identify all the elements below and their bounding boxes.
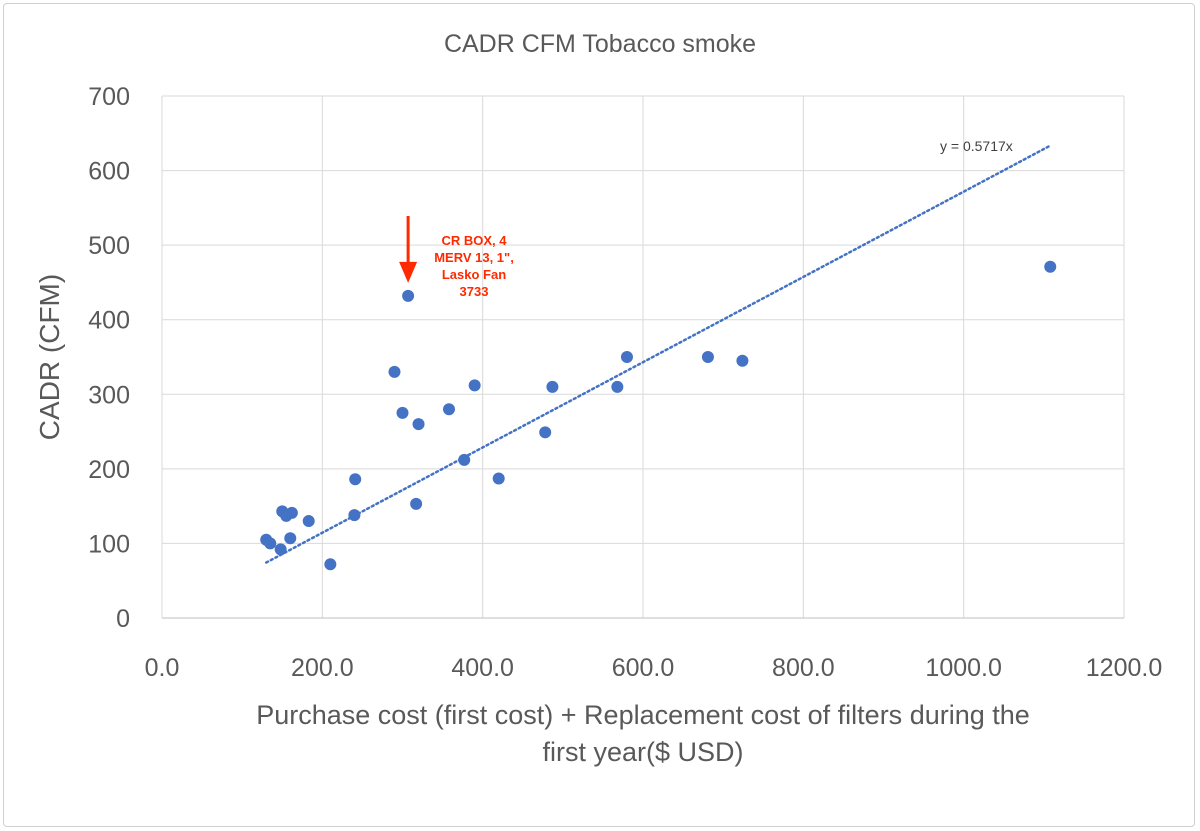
trendline — [264, 144, 1052, 564]
x-tick-label: 0.0 — [145, 654, 180, 682]
annotation-group — [399, 216, 418, 283]
y-tick-label: 300 — [88, 381, 130, 409]
y-tick-label: 500 — [88, 232, 130, 260]
y-tick-label: 0 — [116, 605, 130, 633]
x-tick-label: 800.0 — [772, 654, 835, 682]
data-point — [324, 558, 337, 571]
data-point — [396, 406, 409, 419]
y-tick-label: 700 — [88, 83, 130, 111]
data-point — [284, 532, 297, 545]
data-point — [285, 506, 298, 519]
annotation-line-1: CR BOX, 4 — [441, 233, 507, 248]
data-point — [1044, 260, 1057, 273]
y-tick-label: 600 — [88, 158, 130, 186]
annotation-line-3: Lasko Fan — [442, 267, 506, 282]
data-point — [274, 543, 287, 556]
data-point — [701, 351, 714, 363]
annotation-line-2: MERV 13, 1", — [434, 250, 514, 265]
y-tick-label: 200 — [88, 456, 130, 484]
data-point — [388, 365, 401, 378]
x-tick-label: 1200.0 — [1086, 654, 1162, 682]
data-point — [468, 379, 481, 392]
data-point — [302, 515, 315, 528]
gridlines — [162, 95, 1125, 618]
trendline-equation: y = 0.5717x — [940, 138, 1013, 154]
annotation-line-4: 3733 — [460, 284, 489, 299]
data-point — [264, 537, 277, 550]
data-point — [410, 497, 423, 510]
data-point — [546, 380, 559, 393]
data-point — [348, 509, 361, 522]
tick-labels: 0.0 200.0 400.0 600.0 800.0 1000.0 1200.0 0 100 2… — [88, 83, 1162, 682]
annotation-arrow-head — [399, 261, 418, 283]
chart-title: CADR CFM Tobacco smoke — [444, 30, 756, 58]
data-point — [539, 426, 552, 439]
x-tick-label: 600.0 — [612, 654, 675, 682]
x-tick-label: 1000.0 — [925, 654, 1001, 682]
x-axis-label-line-1: Purchase cost (first cost) + Replacement… — [256, 700, 1030, 730]
data-point — [402, 289, 415, 302]
x-tick-label: 400.0 — [451, 654, 514, 682]
data-point — [620, 351, 633, 363]
data-points — [260, 260, 1057, 571]
chart-frame — [3, 3, 1195, 827]
y-axis-label: CADR (CFM) — [34, 274, 65, 440]
y-tick-label: 400 — [88, 307, 130, 335]
axes — [161, 96, 1124, 619]
y-tick-label: 100 — [88, 530, 130, 558]
data-point — [492, 472, 505, 485]
data-point — [442, 403, 455, 416]
data-point — [412, 418, 425, 431]
data-point — [458, 453, 471, 466]
data-point — [736, 354, 749, 367]
trendline-group — [264, 144, 1052, 564]
x-axis-label-line-2: first year($ USD) — [542, 737, 743, 767]
data-point — [349, 473, 362, 486]
data-point — [611, 380, 624, 393]
x-tick-label: 200.0 — [291, 654, 354, 682]
